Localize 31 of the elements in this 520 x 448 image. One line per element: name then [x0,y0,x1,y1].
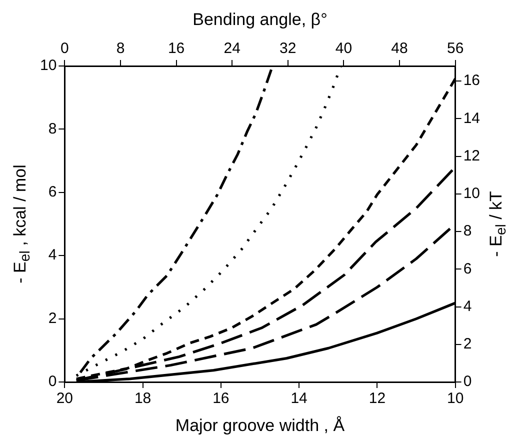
y2-tick-label: 4 [463,298,472,315]
y-tick-label: 10 [40,57,57,74]
x-tick-label: 16 [212,390,230,408]
x2-tick-label: 48 [391,40,408,58]
y2-tick-label: 6 [463,260,472,278]
x-tick-label: 10 [446,390,464,408]
x-tick-label: 20 [56,390,74,408]
y2-tick-label: 12 [463,147,480,164]
x2-tick-label: 0 [60,40,69,58]
y-tick-label: 6 [48,184,57,201]
x2-tick-label: 24 [224,40,240,58]
x2-tick-label: 56 [446,40,464,58]
y2-tick-label: 10 [463,185,480,202]
x-axis-title: Major groove width , Å [175,416,345,436]
x2-tick-label: 40 [335,40,352,58]
y-tick-label: 2 [48,310,57,327]
y2-tick-label: 2 [463,336,472,353]
x2-axis-title: Bending angle, β° [192,10,328,30]
y2-tick-label: 16 [463,72,480,90]
y-tick-label: 8 [48,120,57,138]
y2-tick-label: 0 [463,373,472,390]
x-tick-label: 14 [290,390,308,408]
y-tick-label: 0 [48,373,57,390]
y-tick-label: 4 [48,246,57,264]
x-tick-label: 18 [134,390,152,408]
y2-tick-label: 14 [463,110,480,127]
y2-tick-label: 8 [463,222,472,240]
x-tick-label: 12 [368,390,386,408]
x2-tick-label: 16 [168,40,185,58]
x2-tick-label: 32 [280,40,296,58]
x2-tick-label: 8 [116,40,125,58]
